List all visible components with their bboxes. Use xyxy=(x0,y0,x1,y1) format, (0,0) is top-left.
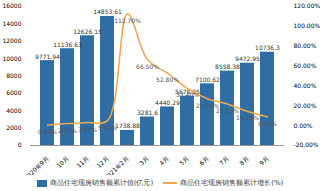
svg-text:2020年9月: 2020年9月 xyxy=(23,154,50,175)
svg-text:9.00%: 9.00% xyxy=(258,120,277,127)
svg-text:4月: 4月 xyxy=(158,154,170,166)
svg-text:14.30%: 14.30% xyxy=(236,114,259,121)
svg-text:4000: 4000 xyxy=(6,107,21,114)
svg-text:9月: 9月 xyxy=(258,154,270,166)
svg-text:120.00%: 120.00% xyxy=(294,2,320,9)
svg-text:3.07%: 3.07% xyxy=(78,126,97,133)
svg-text:12000: 12000 xyxy=(2,37,21,44)
svg-text:8月: 8月 xyxy=(238,154,250,166)
svg-text:6000: 6000 xyxy=(6,89,21,96)
svg-text:9472.95: 9472.95 xyxy=(235,55,260,62)
svg-text:1738.88: 1738.88 xyxy=(115,122,140,129)
svg-text:20.00%: 20.00% xyxy=(294,102,317,109)
svg-text:27.09%: 27.09% xyxy=(196,101,219,109)
svg-text:8558.38: 8558.38 xyxy=(215,63,240,70)
svg-text:2021年2月: 2021年2月 xyxy=(103,154,130,175)
svg-text:5月: 5月 xyxy=(178,154,190,166)
svg-text:14000: 14000 xyxy=(2,20,21,27)
svg-text:100.00%: 100.00% xyxy=(294,22,320,29)
svg-text:0.00%: 0.00% xyxy=(294,122,313,129)
svg-text:2000: 2000 xyxy=(6,124,21,131)
svg-text:60.00%: 60.00% xyxy=(294,62,317,69)
svg-text:10736.3: 10736.3 xyxy=(255,44,280,51)
svg-text:0.36%: 0.36% xyxy=(38,128,57,135)
svg-text:37.40%: 37.40% xyxy=(176,91,199,98)
svg-text:9771.94: 9771.94 xyxy=(35,53,60,60)
svg-text:112.70%: 112.70% xyxy=(114,17,141,24)
svg-text:12626.15: 12626.15 xyxy=(73,28,102,35)
svg-text:52.80%: 52.80% xyxy=(156,76,179,83)
svg-text:10月: 10月 xyxy=(55,154,70,169)
svg-text:12月: 12月 xyxy=(95,154,110,169)
svg-text:3281.6: 3281.6 xyxy=(137,109,158,116)
svg-text:40.00%: 40.00% xyxy=(294,82,317,89)
svg-text:3月: 3月 xyxy=(138,154,150,166)
svg-text:11136.63: 11136.63 xyxy=(53,41,82,48)
svg-text:8000: 8000 xyxy=(6,72,21,79)
svg-text:66.50%: 66.50% xyxy=(136,63,159,70)
svg-text:14853.61: 14853.61 xyxy=(93,8,122,15)
svg-text:80.00%: 80.00% xyxy=(294,42,317,49)
html-text:商品住宅现房销售额累计值(亿元): 商品住宅现房销售额累计值(亿元) xyxy=(49,179,154,187)
svg-text:2.07%: 2.07% xyxy=(58,127,77,134)
svg-text:0: 0 xyxy=(18,141,22,148)
svg-text:5.09%: 5.09% xyxy=(98,124,117,131)
svg-text:7月: 7月 xyxy=(218,154,230,166)
svg-text:11月: 11月 xyxy=(75,154,90,169)
svg-text:7100.62: 7100.62 xyxy=(195,76,220,83)
svg-text:10000: 10000 xyxy=(2,55,21,62)
html-text:商品住宅现房销售额累计增长(%): 商品住宅现房销售额累计增长(%) xyxy=(180,179,284,187)
svg-text:21.80%: 21.80% xyxy=(216,107,239,114)
svg-text:4440.29: 4440.29 xyxy=(155,99,180,106)
svg-text:6月: 6月 xyxy=(198,154,210,166)
svg-text:16000: 16000 xyxy=(2,2,21,9)
svg-text:-20.00%: -20.00% xyxy=(294,141,319,148)
